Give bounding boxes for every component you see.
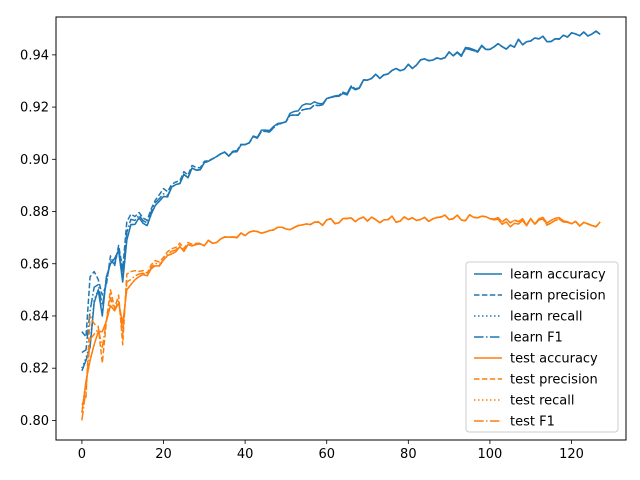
y-tick-label: 0.88 [20, 205, 49, 220]
series-line-test-recall [81, 214, 601, 413]
x-tick-label: 120 [559, 447, 584, 462]
series-line-test-precision [81, 214, 601, 406]
y-axis: 0.80 0.82 0.84 0.86 0.88 0.90 0.92 0.94 [20, 48, 56, 429]
x-tick-label: 80 [400, 447, 417, 462]
y-tick-label: 0.80 [20, 414, 49, 429]
x-tick-label: 20 [155, 447, 172, 462]
y-tick-label: 0.82 [20, 362, 49, 377]
series-line-learn-recall [81, 30, 601, 369]
legend-label: test recall [510, 394, 575, 409]
y-tick-label: 0.90 [20, 153, 49, 168]
y-tick-label: 0.92 [20, 101, 49, 116]
legend-label: learn accuracy [510, 268, 606, 283]
legend-label: learn precision [510, 289, 606, 304]
legend-label: test precision [510, 373, 598, 388]
legend-label: learn recall [510, 310, 582, 325]
y-tick-label: 0.94 [20, 48, 49, 63]
x-tick-label: 40 [237, 447, 254, 462]
y-tick-label: 0.84 [20, 309, 49, 324]
legend-label: test F1 [510, 415, 555, 430]
plot-frame [55, 16, 627, 441]
y-tick-label: 0.86 [20, 257, 49, 272]
legend-label: test accuracy [510, 352, 598, 367]
x-axis: 0 20 40 60 80 100 120 [78, 440, 584, 462]
x-tick-label: 100 [478, 447, 503, 462]
legend-box [465, 261, 619, 433]
x-tick-label: 60 [318, 447, 335, 462]
series-layer [81, 30, 601, 421]
x-tick-label: 0 [78, 447, 86, 462]
legend: learn accuracy learn precision learn recal… [465, 261, 619, 433]
legend-label: learn F1 [510, 331, 563, 346]
series-line-learn-f1 [81, 30, 601, 354]
